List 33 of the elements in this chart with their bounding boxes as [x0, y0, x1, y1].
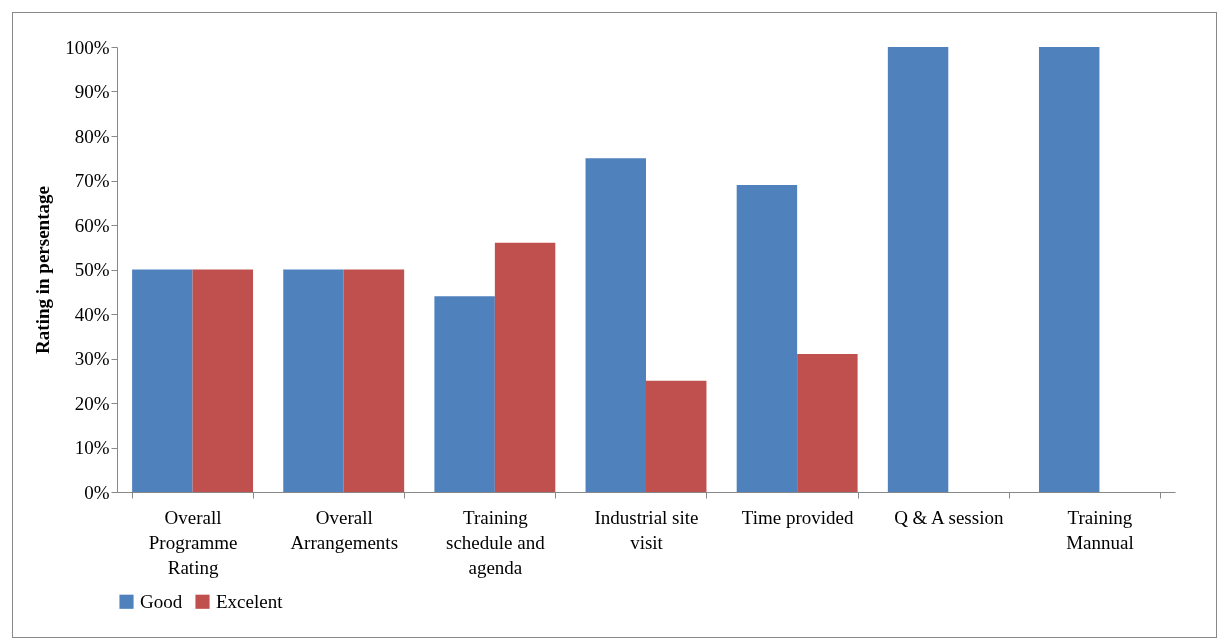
bar	[132, 269, 193, 492]
x-tick-label: Training Mannual	[1066, 506, 1134, 553]
legend-label: Good	[140, 590, 183, 612]
bar	[585, 158, 646, 492]
x-tick-label: Industrial site visit	[594, 506, 699, 553]
bar	[887, 47, 949, 492]
bar	[646, 380, 707, 492]
y-tick-label: 50%	[74, 259, 110, 280]
legend-label: Excelent	[216, 590, 284, 612]
bar	[283, 269, 344, 492]
y-tick-label: 70%	[74, 170, 110, 191]
bar	[1038, 47, 1100, 492]
y-tick-label: 80%	[74, 125, 110, 147]
x-tick-label: Overall Programme Rating	[148, 506, 238, 578]
x-tick-label: Overall Arrangements	[290, 506, 399, 553]
y-tick-label: 30%	[74, 348, 110, 369]
y-tick-label: 20%	[74, 392, 110, 414]
bar	[192, 269, 254, 492]
bar	[434, 296, 495, 492]
y-tick-label: 40%	[74, 303, 110, 325]
y-tick-label: 100%	[65, 36, 110, 58]
x-tick-label: Q & A session	[894, 506, 1004, 528]
y-axis-title: Rating in persentage	[32, 186, 54, 354]
y-tick-label: 90%	[74, 81, 110, 102]
y-tick-label: 10%	[74, 437, 110, 458]
bar	[494, 242, 556, 492]
bar	[343, 269, 405, 492]
bar	[736, 184, 798, 492]
x-tick-label: Time provided	[741, 506, 854, 528]
y-tick-label: 60%	[74, 214, 110, 236]
y-tick-label: 0%	[84, 481, 110, 503]
bar	[797, 354, 858, 492]
x-tick-label: Training schedule and agenda	[446, 506, 546, 578]
